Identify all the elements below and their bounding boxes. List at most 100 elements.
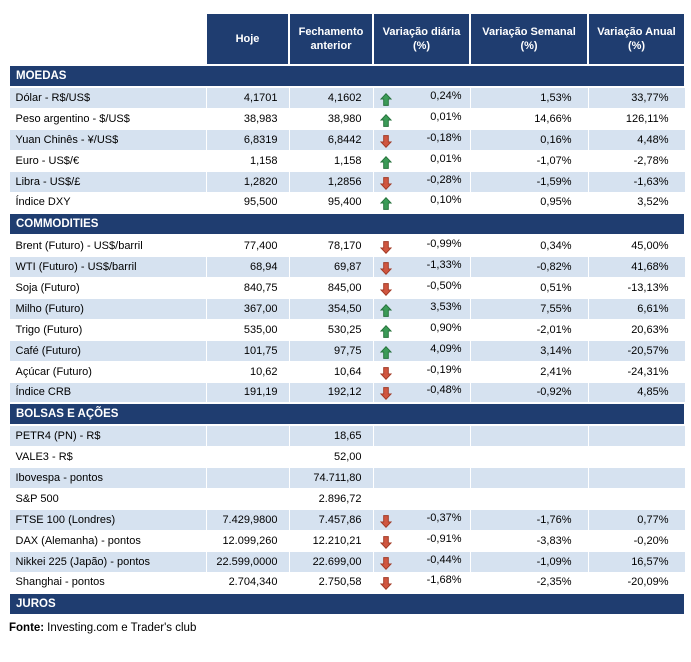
row-label: VALE3 - R$ bbox=[8, 445, 207, 468]
down-arrow-icon bbox=[379, 514, 392, 528]
cell-variacao-semanal: -2,35% bbox=[469, 571, 589, 594]
col-header-fechamento-anterior: Fechamento anterior bbox=[288, 12, 374, 66]
table-row: VALE3 - R$ 52,00 bbox=[8, 445, 686, 468]
cell-fechamento-anterior: 38,980 bbox=[288, 107, 374, 130]
cell-hoje: 840,75 bbox=[205, 276, 290, 299]
row-label: Nikkei 225 (Japão) - pontos bbox=[8, 550, 207, 573]
cell-hoje: 4,1701 bbox=[205, 86, 290, 109]
cell-fechamento-anterior: 7.457,86 bbox=[288, 508, 374, 531]
cell-variacao-anual bbox=[587, 487, 686, 510]
cell-variacao-diaria: -0,99% bbox=[372, 234, 471, 257]
variacao-diaria-value: 4,09% bbox=[430, 342, 462, 355]
cell-hoje: 1,158 bbox=[205, 149, 290, 172]
cell-variacao-diaria: -0,18% bbox=[372, 128, 471, 151]
cell-variacao-semanal: 0,34% bbox=[469, 234, 589, 257]
variacao-diaria-value: -0,37% bbox=[426, 511, 462, 524]
table-row: WTI (Futuro) - US$/barril 68,94 69,87 -1,33… bbox=[8, 255, 686, 278]
row-label: Índice CRB bbox=[8, 381, 207, 404]
cell-variacao-diaria: -0,48% bbox=[372, 381, 471, 404]
cell-variacao-diaria: 4,09% bbox=[372, 339, 471, 362]
cell-hoje: 2.704,340 bbox=[205, 571, 290, 594]
cell-variacao-diaria: 3,53% bbox=[372, 297, 471, 320]
cell-variacao-diaria: -1,33% bbox=[372, 255, 471, 278]
cell-variacao-semanal: 0,16% bbox=[469, 128, 589, 151]
table-row: Trigo (Futuro) 535,00 530,25 0,90% -2,01% 20,… bbox=[8, 318, 686, 341]
cell-fechamento-anterior: 22.699,00 bbox=[288, 550, 374, 573]
variacao-diaria-value: -0,44% bbox=[426, 553, 462, 566]
table-row: PETR4 (PN) - R$ 18,65 bbox=[8, 424, 686, 447]
cell-variacao-diaria: -1,68% bbox=[372, 571, 471, 594]
table-row: DAX (Alemanha) - pontos 12.099,260 12.210,… bbox=[8, 529, 686, 552]
table-row: Café (Futuro) 101,75 97,75 4,09% 3,14% -20,57… bbox=[8, 339, 686, 362]
header-row: Hoje Fechamento anterior Variação diária… bbox=[9, 12, 686, 66]
cell-variacao-anual: 6,61% bbox=[587, 297, 686, 320]
col-header-variacao-anual: Variação Anual (%) bbox=[587, 12, 686, 66]
cell-hoje: 1,2820 bbox=[205, 170, 290, 193]
table-row: Índice CRB 191,19 192,12 -0,48% -0,92% 4,85% bbox=[8, 381, 686, 404]
table-row: Dólar - R$/US$ 4,1701 4,1602 0,24% 1,53% 33,7… bbox=[8, 86, 686, 109]
row-label: Brent (Futuro) - US$/barril bbox=[8, 234, 207, 257]
cell-hoje bbox=[205, 466, 290, 489]
cell-variacao-semanal: -3,83% bbox=[469, 529, 589, 552]
cell-variacao-anual: 4,48% bbox=[587, 128, 686, 151]
cell-variacao-anual: 33,77% bbox=[587, 86, 686, 109]
section-title: BOLSAS E AÇÕES bbox=[8, 402, 686, 426]
row-label: Euro - US$/€ bbox=[8, 149, 207, 172]
table-row: Euro - US$/€ 1,158 1,158 0,01% -1,07% -2,78% bbox=[8, 149, 686, 172]
cell-fechamento-anterior: 12.210,21 bbox=[288, 529, 374, 552]
cell-variacao-semanal: -0,82% bbox=[469, 255, 589, 278]
variacao-diaria-value: 0,01% bbox=[430, 152, 462, 165]
cell-variacao-anual: -20,57% bbox=[587, 339, 686, 362]
variacao-diaria-value: -0,19% bbox=[426, 363, 462, 376]
cell-variacao-semanal bbox=[469, 424, 589, 447]
up-arrow-icon bbox=[379, 155, 392, 169]
up-arrow-icon bbox=[379, 197, 392, 211]
variacao-diaria-value: 0,90% bbox=[430, 321, 462, 334]
row-label: Peso argentino - $/US$ bbox=[8, 107, 207, 130]
cell-fechamento-anterior: 192,12 bbox=[288, 381, 374, 404]
row-label: Ibovespa - pontos bbox=[8, 466, 207, 489]
cell-variacao-anual: -13,13% bbox=[587, 276, 686, 299]
cell-variacao-diaria: -0,50% bbox=[372, 276, 471, 299]
cell-variacao-diaria: 0,90% bbox=[372, 318, 471, 341]
cell-variacao-anual: 41,68% bbox=[587, 255, 686, 278]
up-arrow-icon bbox=[379, 113, 392, 127]
row-label: Milho (Futuro) bbox=[8, 297, 207, 320]
row-label: Shanghai - pontos bbox=[8, 571, 207, 594]
down-arrow-icon bbox=[379, 282, 392, 296]
variacao-diaria-value: 0,10% bbox=[430, 194, 462, 207]
up-arrow-icon bbox=[379, 324, 392, 338]
cell-variacao-diaria bbox=[372, 466, 471, 489]
row-label: DAX (Alemanha) - pontos bbox=[8, 529, 207, 552]
cell-variacao-semanal: -1,59% bbox=[469, 170, 589, 193]
cell-fechamento-anterior: 74.711,80 bbox=[288, 466, 374, 489]
row-label: Soja (Futuro) bbox=[8, 276, 207, 299]
cell-variacao-diaria: -0,91% bbox=[372, 529, 471, 552]
cell-variacao-diaria: 0,01% bbox=[372, 149, 471, 172]
cell-fechamento-anterior: 95,400 bbox=[288, 191, 374, 214]
cell-variacao-semanal: 2,41% bbox=[469, 360, 589, 383]
cell-variacao-semanal: -1,09% bbox=[469, 550, 589, 573]
cell-hoje: 68,94 bbox=[205, 255, 290, 278]
variacao-diaria-value: 0,24% bbox=[430, 89, 462, 102]
cell-variacao-semanal bbox=[469, 487, 589, 510]
cell-hoje: 77,400 bbox=[205, 234, 290, 257]
cell-fechamento-anterior: 6,8442 bbox=[288, 128, 374, 151]
section-row: COMMODITIES bbox=[8, 212, 686, 236]
cell-variacao-anual: 20,63% bbox=[587, 318, 686, 341]
down-arrow-icon bbox=[379, 556, 392, 570]
cell-variacao-semanal: 1,53% bbox=[469, 86, 589, 109]
table-row: S&P 500 2.896,72 bbox=[8, 487, 686, 510]
cell-variacao-diaria: 0,01% bbox=[372, 107, 471, 130]
cell-hoje bbox=[205, 424, 290, 447]
cell-variacao-semanal bbox=[469, 466, 589, 489]
cell-hoje: 6,8319 bbox=[205, 128, 290, 151]
cell-variacao-semanal: 14,66% bbox=[469, 107, 589, 130]
table-row: Açúcar (Futuro) 10,62 10,64 -0,19% 2,41% -24,… bbox=[8, 360, 686, 383]
cell-hoje: 191,19 bbox=[205, 381, 290, 404]
cell-hoje: 367,00 bbox=[205, 297, 290, 320]
table-body: MOEDAS Dólar - R$/US$ 4,1701 4,1602 0,24% 1,5… bbox=[8, 64, 686, 616]
row-label: FTSE 100 (Londres) bbox=[8, 508, 207, 531]
row-label: Índice DXY bbox=[8, 191, 207, 214]
cell-fechamento-anterior: 97,75 bbox=[288, 339, 374, 362]
